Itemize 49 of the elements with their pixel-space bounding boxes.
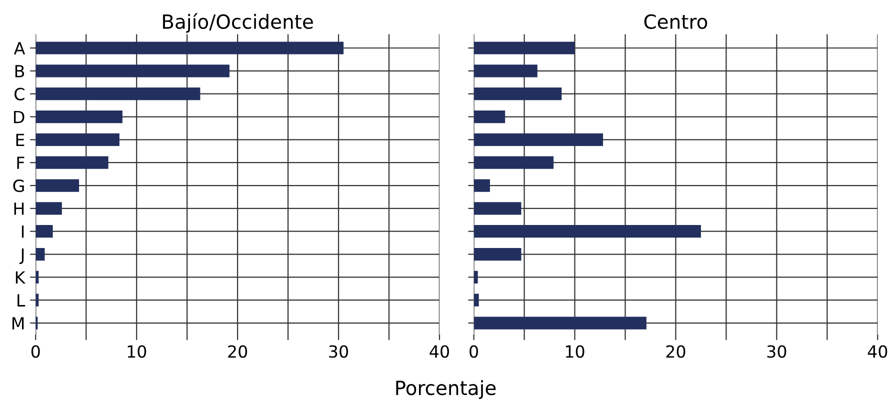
bar: [474, 202, 522, 215]
bar: [474, 88, 562, 100]
y-tick-label: C: [14, 88, 24, 100]
chart-title: Centro: [644, 14, 708, 29]
bar: [36, 64, 230, 78]
y-tick-label: E: [16, 134, 24, 146]
bar: [474, 42, 575, 54]
chart-title: Bajío/Occidente: [163, 13, 313, 33]
bar: [474, 64, 538, 78]
bar: [36, 42, 344, 54]
bar: [474, 179, 490, 192]
y-tick-label: M: [12, 317, 24, 330]
bar: [474, 270, 478, 284]
x-tick-label: 10: [566, 345, 584, 358]
y-tick-label: F: [17, 156, 24, 169]
x-tick-label: 20: [228, 345, 248, 358]
y-tick-label: J: [19, 248, 24, 264]
x-tick-label: 20: [666, 345, 686, 358]
bar: [474, 110, 506, 124]
bar: [36, 202, 62, 215]
x-axis-title: Porcentaje: [396, 380, 496, 399]
y-tick-label: L: [18, 294, 26, 306]
x-tick-label: 40: [430, 345, 449, 358]
bar: [474, 316, 646, 330]
x-tick-label: 0: [470, 345, 478, 358]
bar: [474, 248, 522, 261]
bar: [36, 88, 200, 100]
x-tick-label: 10: [128, 345, 146, 358]
y-tick-label: H: [14, 202, 24, 215]
bar: [36, 248, 45, 261]
y-tick-label: I: [22, 226, 24, 238]
bar: [474, 133, 604, 146]
x-tick-label: 40: [868, 345, 888, 358]
y-tick-label: G: [13, 179, 24, 192]
y-tick-label: B: [15, 65, 24, 78]
bar: [474, 294, 479, 306]
x-tick-label: 30: [767, 345, 786, 358]
y-tick-label: K: [16, 271, 26, 284]
bar: [474, 156, 554, 169]
bar: [474, 225, 701, 238]
bar: [36, 156, 108, 169]
bar: [36, 110, 122, 124]
y-tick-label: D: [14, 110, 24, 124]
x-tick-label: 30: [329, 345, 348, 358]
y-tick-label: A: [14, 42, 26, 54]
bar: [36, 179, 80, 192]
bar: [36, 225, 53, 238]
bar: [36, 133, 120, 146]
x-tick-label: 0: [31, 345, 40, 358]
